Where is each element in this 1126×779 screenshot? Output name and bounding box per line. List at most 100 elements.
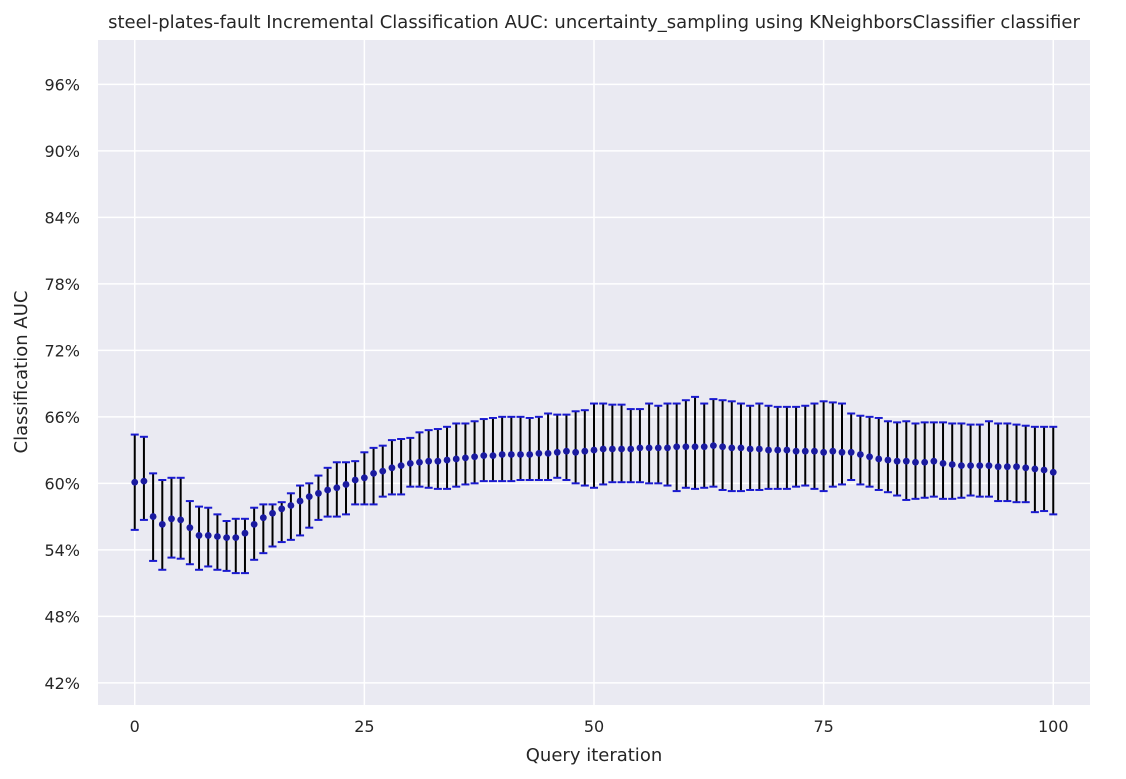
data-point xyxy=(471,453,478,461)
data-point xyxy=(333,484,341,492)
data-point xyxy=(315,489,322,497)
data-point xyxy=(912,458,919,466)
data-point xyxy=(755,445,763,453)
data-point xyxy=(948,461,956,468)
data-point xyxy=(1040,466,1048,474)
error-bar xyxy=(994,422,1003,503)
data-point xyxy=(526,451,534,458)
data-point xyxy=(746,445,754,453)
y-tick-label: 72% xyxy=(44,341,80,360)
data-point xyxy=(563,447,570,455)
chart-title: steel-plates-fault Incremental Classific… xyxy=(108,12,1080,33)
data-point xyxy=(553,448,561,456)
data-point xyxy=(177,516,185,524)
error-bar xyxy=(525,416,534,482)
data-point xyxy=(728,444,736,452)
data-point xyxy=(1013,463,1020,471)
data-point xyxy=(856,451,864,458)
data-point xyxy=(783,446,791,454)
data-point xyxy=(131,478,139,486)
data-point xyxy=(838,448,846,456)
data-point xyxy=(434,457,442,465)
data-points xyxy=(131,442,1057,542)
x-tick-label: 75 xyxy=(813,717,833,736)
data-point xyxy=(351,476,359,484)
error-bar xyxy=(856,414,865,486)
data-point xyxy=(673,443,681,451)
data-point xyxy=(847,448,855,456)
error-bar xyxy=(828,401,837,488)
data-point xyxy=(140,477,148,485)
data-point xyxy=(186,524,194,532)
data-point xyxy=(379,467,387,475)
error-bar xyxy=(801,404,810,487)
data-point xyxy=(223,534,230,542)
error-bar xyxy=(957,422,966,499)
error-bar xyxy=(874,416,883,491)
data-point xyxy=(342,481,350,488)
data-point xyxy=(921,458,929,466)
error-bar xyxy=(1003,422,1012,503)
x-tick-labels: 0 25 50 75 100 xyxy=(130,717,1069,736)
y-tick-labels: 42% 48% 54% 60% 66% 72% 78% 84% 90% 96% xyxy=(44,75,80,692)
error-bar xyxy=(286,492,295,541)
data-point xyxy=(774,446,782,454)
x-tick-label: 50 xyxy=(584,717,604,736)
error-bar xyxy=(470,420,479,485)
error-bar xyxy=(240,517,249,575)
data-point xyxy=(654,444,662,452)
error-bar xyxy=(966,423,975,497)
error-bar xyxy=(838,402,846,486)
error-bar xyxy=(516,415,525,482)
y-tick-label: 60% xyxy=(44,474,80,493)
data-point xyxy=(388,464,396,472)
data-point xyxy=(1003,463,1011,471)
data-point xyxy=(406,459,414,467)
data-point xyxy=(416,458,423,466)
data-point xyxy=(829,447,837,455)
data-point xyxy=(590,446,598,454)
data-point xyxy=(1022,464,1030,472)
error-bar xyxy=(1021,424,1030,504)
data-point xyxy=(1031,465,1039,473)
error-bar xyxy=(296,484,305,537)
error-bar xyxy=(691,395,700,490)
data-point xyxy=(360,474,368,482)
data-point xyxy=(682,443,690,451)
data-point xyxy=(792,447,800,455)
data-point xyxy=(958,462,965,469)
error-bar xyxy=(562,413,571,482)
data-point xyxy=(710,442,717,450)
data-point xyxy=(305,493,313,501)
data-point xyxy=(572,448,580,456)
error-bar xyxy=(305,482,314,529)
data-point xyxy=(608,445,616,453)
data-point xyxy=(811,447,818,455)
data-point xyxy=(489,452,497,460)
error-bar xyxy=(479,418,488,483)
data-point xyxy=(324,486,332,494)
x-tick-label: 0 xyxy=(130,717,140,736)
data-point xyxy=(269,509,276,517)
data-point xyxy=(204,532,212,539)
data-point xyxy=(397,462,405,469)
data-point xyxy=(462,454,469,462)
y-tick-label: 84% xyxy=(44,208,80,227)
error-bar xyxy=(975,423,984,498)
error-bar xyxy=(645,402,654,485)
data-point xyxy=(259,514,267,522)
data-point xyxy=(893,457,901,465)
error-bar xyxy=(590,402,598,489)
y-tick-label: 48% xyxy=(44,607,80,626)
error-bar xyxy=(452,422,461,488)
data-point xyxy=(498,451,506,458)
y-tick-label: 96% xyxy=(44,75,80,94)
data-point xyxy=(370,469,377,477)
error-bar xyxy=(608,403,617,484)
error-bar xyxy=(185,500,194,566)
data-point xyxy=(976,462,984,469)
data-point xyxy=(425,457,433,465)
error-bar xyxy=(250,506,259,561)
data-point xyxy=(875,455,883,463)
error-bar xyxy=(810,402,819,490)
